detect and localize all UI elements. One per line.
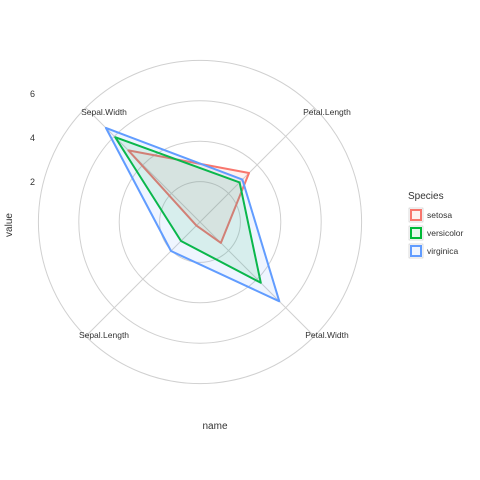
legend-swatch: [410, 209, 422, 221]
legend-label: setosa: [427, 210, 452, 220]
radial-tick-label: 4: [30, 133, 35, 143]
legend-title: Species: [408, 191, 444, 202]
grid-circle: [78, 100, 322, 344]
series-setosa: [127, 149, 250, 244]
radial-tick-label: 6: [30, 89, 35, 99]
category-label: Petal.Width: [305, 330, 349, 340]
grid-spoke: [85, 107, 201, 223]
radial-tick-label: 2: [30, 177, 35, 187]
category-label: Sepal.Length: [79, 330, 129, 340]
legend-swatch: [410, 227, 422, 239]
series-versicolor: [114, 136, 262, 284]
legend-swatch: [410, 245, 422, 257]
y-axis-label: value: [4, 213, 15, 237]
legend-label: virginica: [427, 246, 458, 256]
legend-key-bg: [408, 207, 424, 223]
category-label: Petal.Length: [303, 107, 351, 117]
category-labels: Petal.Length Petal.Width Sepal.Length Sepal…: [79, 107, 351, 340]
grid-spoke: [199, 107, 315, 223]
series-virginica: [104, 126, 281, 303]
radial-tick-labels: 2 4 6: [30, 89, 35, 187]
legend-label: versicolor: [427, 228, 464, 238]
grid-circle: [37, 59, 363, 385]
grid-circle: [159, 181, 241, 263]
legend: Species setosa versicolor virginica: [408, 191, 464, 259]
x-axis-label: name: [202, 421, 227, 432]
category-label: Sepal.Width: [81, 107, 127, 117]
legend-key-bg: [408, 243, 424, 259]
legend-key-bg: [408, 225, 424, 241]
series-layer: [104, 126, 281, 303]
grid-circle: [118, 140, 282, 304]
